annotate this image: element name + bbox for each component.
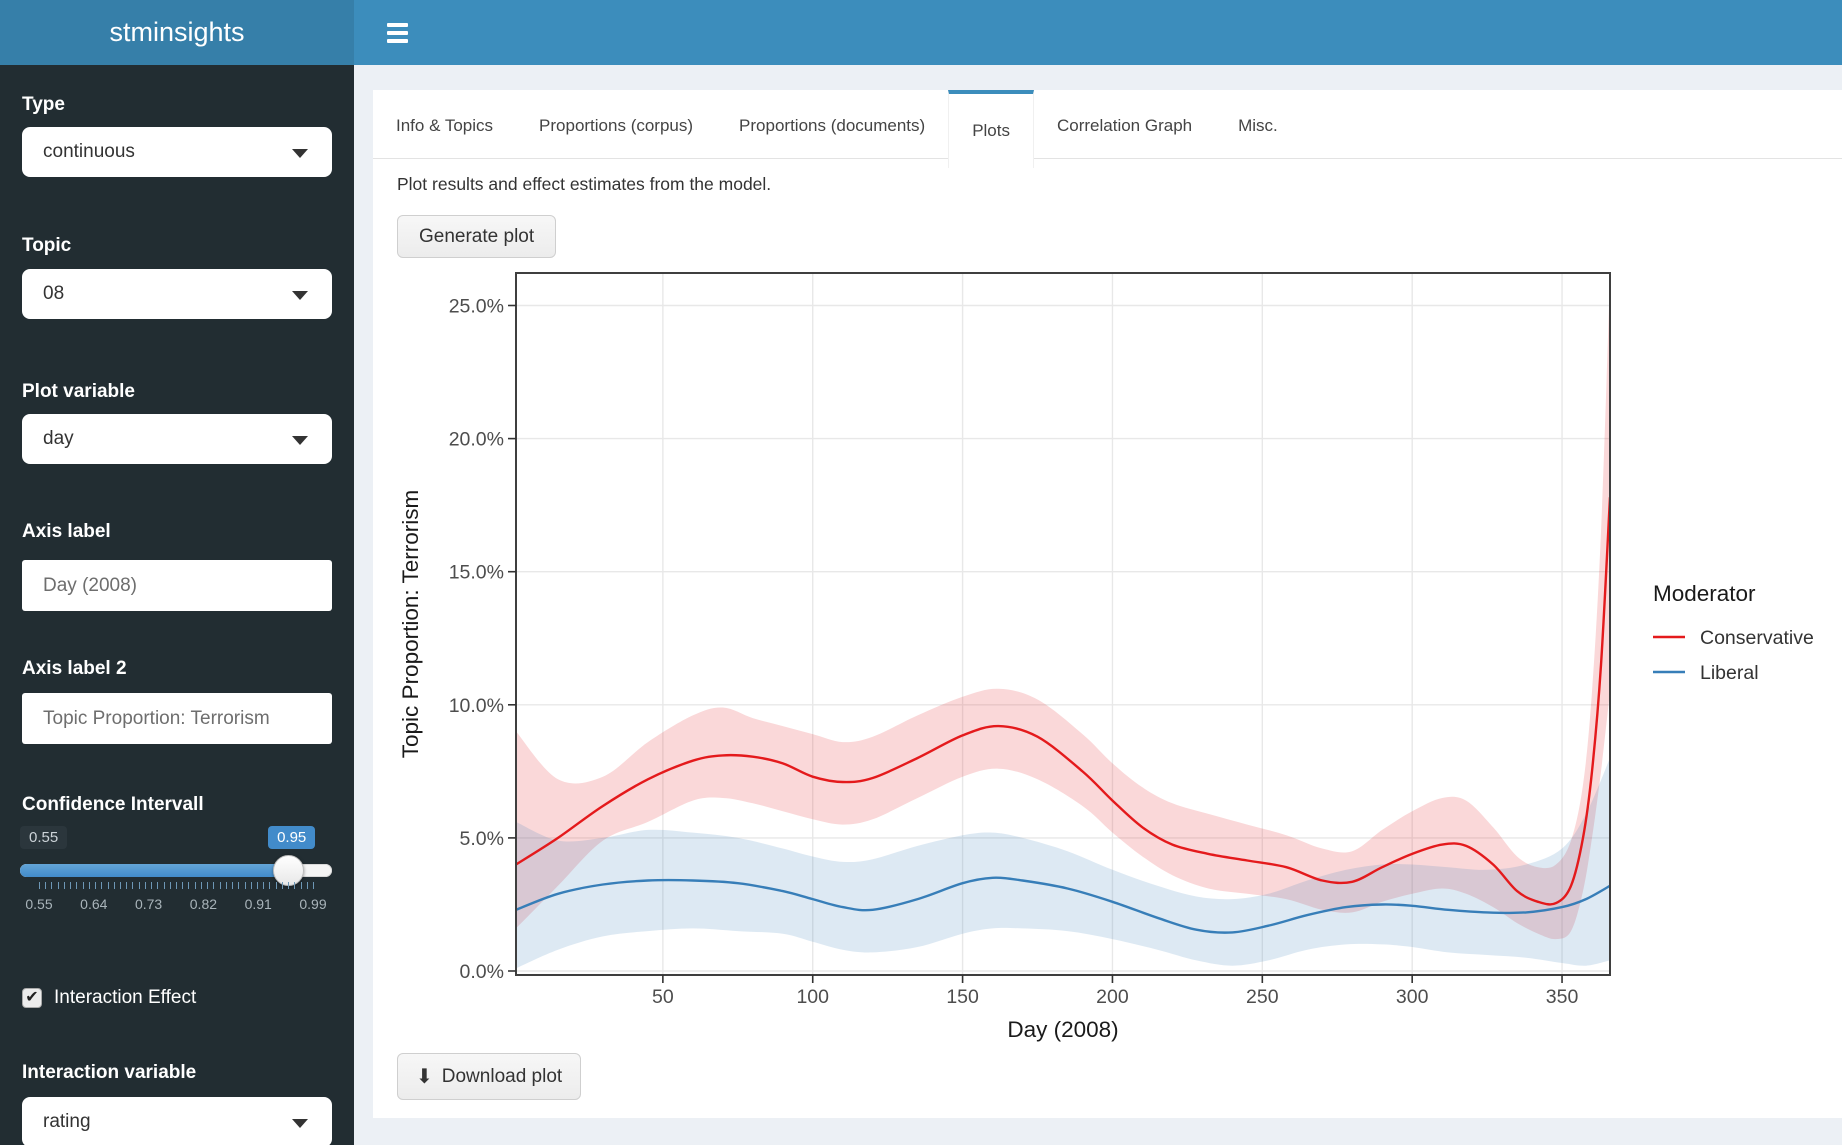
tab-misc[interactable]: Misc. bbox=[1215, 90, 1301, 158]
y-axis-tick-label: 5.0% bbox=[460, 828, 504, 850]
effects-plot: 0.0% 5.0% 10.0% 15.0% 20.0% 25.0% 50 100 150 200 2… bbox=[373, 90, 1842, 1118]
topic-select[interactable]: 08 bbox=[22, 269, 332, 319]
download-plot-button[interactable]: ⬇ Download plot bbox=[397, 1053, 581, 1100]
interaction-effect-checkbox[interactable]: ✔ bbox=[22, 988, 42, 1008]
conservative-ci-ribbon bbox=[516, 279, 1610, 939]
confidence-interval-slider[interactable]: 0.55 0.95 0.55 0.64 0.73 0.82 0.91 0.99 bbox=[20, 826, 332, 921]
axis-label2-input-value: Topic Proportion: Terrorism bbox=[43, 708, 270, 730]
panel-border bbox=[516, 273, 1610, 975]
plot-description: Plot results and effect estimates from t… bbox=[397, 174, 1842, 195]
axis-label-label: Axis label bbox=[22, 521, 332, 543]
sidebar: Type continuous Topic 08 Plot variable d… bbox=[0, 65, 354, 1145]
interaction-variable-label: Interaction variable bbox=[22, 1062, 332, 1084]
interaction-effect-checkbox-row[interactable]: ✔ Interaction Effect bbox=[22, 987, 332, 1009]
tab-correlation-graph[interactable]: Correlation Graph bbox=[1034, 90, 1215, 158]
x-axis-tick-label: 150 bbox=[946, 986, 979, 1008]
y-axis-tick-label: 10.0% bbox=[449, 695, 504, 717]
sidebar-toggle-icon[interactable] bbox=[368, 0, 426, 65]
liberal-ci-ribbon bbox=[516, 758, 1610, 968]
conservative-line bbox=[516, 497, 1610, 904]
chevron-down-icon bbox=[292, 1119, 308, 1128]
y-axis-tick-label: 20.0% bbox=[449, 429, 504, 451]
tab-plots[interactable]: Plots bbox=[948, 90, 1034, 168]
interaction-effect-label: Interaction Effect bbox=[54, 987, 196, 1009]
slider-grid-label: 0.64 bbox=[80, 896, 107, 912]
download-icon: ⬇ bbox=[416, 1067, 433, 1087]
axis-label-input-value: Day (2008) bbox=[43, 575, 137, 597]
y-axis-tick-label: 25.0% bbox=[449, 296, 504, 318]
x-axis-tick-label: 350 bbox=[1546, 986, 1579, 1008]
x-axis-tick-label: 50 bbox=[652, 986, 674, 1008]
plot-variable-label: Plot variable bbox=[22, 381, 332, 403]
chevron-down-icon bbox=[292, 436, 308, 445]
axis-label-input[interactable]: Day (2008) bbox=[22, 560, 332, 611]
x-axis-tick-label: 250 bbox=[1246, 986, 1279, 1008]
slider-min-label: 0.55 bbox=[20, 826, 67, 849]
plot-variable-select-value: day bbox=[43, 428, 74, 450]
legend-label: Liberal bbox=[1700, 662, 1759, 684]
x-axis-title: Day (2008) bbox=[1007, 1017, 1118, 1042]
plot-variable-select[interactable]: day bbox=[22, 414, 332, 464]
y-axis-title: Topic Proportion: Terrorism bbox=[398, 490, 423, 758]
confidence-interval-label: Confidence Intervall bbox=[22, 794, 332, 816]
topic-select-value: 08 bbox=[43, 283, 64, 305]
tab-proportions-corpus[interactable]: Proportions (corpus) bbox=[516, 90, 716, 158]
slider-ticks bbox=[39, 882, 313, 890]
slider-fill bbox=[20, 864, 288, 877]
slider-grid-label: 0.82 bbox=[190, 896, 217, 912]
chevron-down-icon bbox=[292, 149, 308, 158]
slider-grid-label: 0.73 bbox=[135, 896, 162, 912]
tab-box: Info & Topics Proportions (corpus) Propo… bbox=[373, 90, 1842, 1118]
plot-panel bbox=[516, 273, 1610, 975]
main-content: Info & Topics Proportions (corpus) Propo… bbox=[354, 65, 1842, 1145]
generate-plot-button[interactable]: Generate plot bbox=[397, 215, 556, 258]
x-axis-tick-label: 100 bbox=[796, 986, 829, 1008]
axis-label2-input[interactable]: Topic Proportion: Terrorism bbox=[22, 693, 332, 744]
topic-label: Topic bbox=[22, 235, 332, 257]
type-label: Type bbox=[22, 94, 332, 116]
app-logo[interactable]: stminsights bbox=[0, 0, 354, 65]
app-header: stminsights bbox=[0, 0, 1842, 65]
interaction-variable-select-value: rating bbox=[43, 1111, 91, 1133]
liberal-line bbox=[516, 878, 1610, 933]
download-plot-label: Download plot bbox=[442, 1066, 562, 1088]
slider-grid-labels: 0.550.640.730.820.910.99 bbox=[39, 896, 313, 914]
type-select[interactable]: continuous bbox=[22, 127, 332, 177]
y-axis-tick-label: 0.0% bbox=[460, 961, 504, 983]
interaction-variable-select[interactable]: rating bbox=[22, 1097, 332, 1145]
legend-title: Moderator bbox=[1653, 581, 1756, 606]
top-navbar bbox=[354, 0, 1842, 65]
slider-grid-label: 0.99 bbox=[299, 896, 326, 912]
type-select-value: continuous bbox=[43, 141, 135, 163]
slider-value-label: 0.95 bbox=[268, 826, 315, 849]
x-axis-tick-label: 300 bbox=[1396, 986, 1429, 1008]
y-axis-tick-label: 15.0% bbox=[449, 562, 504, 584]
chevron-down-icon bbox=[292, 291, 308, 300]
tab-bar: Info & Topics Proportions (corpus) Propo… bbox=[373, 90, 1842, 159]
tab-proportions-documents[interactable]: Proportions (documents) bbox=[716, 90, 948, 158]
tab-info-topics[interactable]: Info & Topics bbox=[373, 90, 516, 158]
slider-grid-label: 0.91 bbox=[245, 896, 272, 912]
legend-label: Conservative bbox=[1700, 627, 1814, 649]
x-axis-tick-label: 200 bbox=[1096, 986, 1129, 1008]
slider-grid-label: 0.55 bbox=[25, 896, 52, 912]
axis-label2-label: Axis label 2 bbox=[22, 658, 332, 680]
